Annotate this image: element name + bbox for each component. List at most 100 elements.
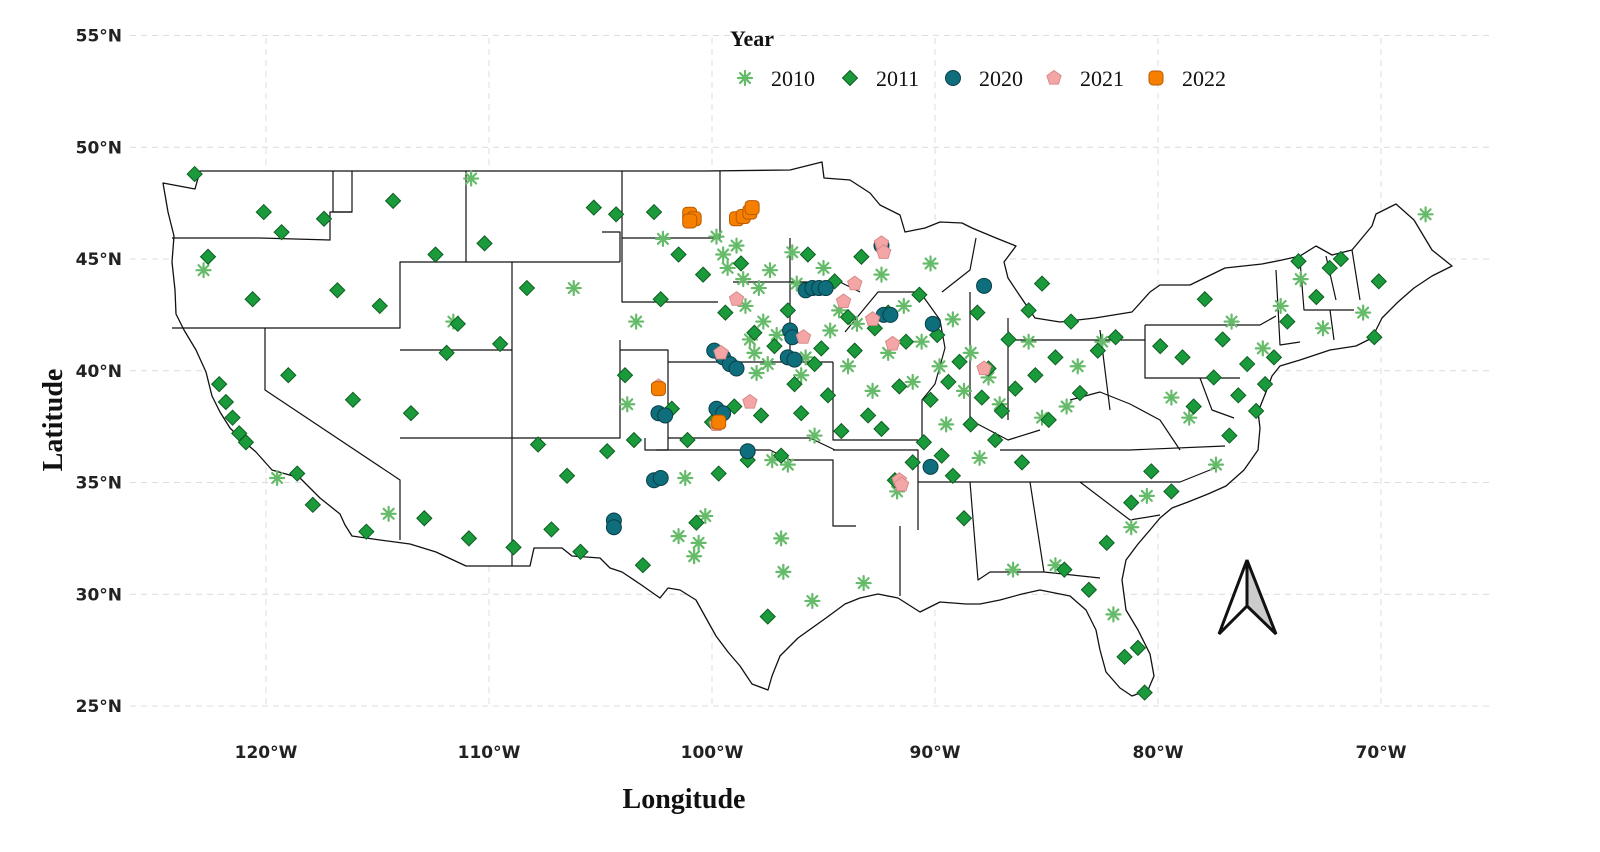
data-point-2011 [679,431,696,449]
data-point-2021 [742,393,758,409]
data-point-2011 [732,255,750,272]
state-line [1145,315,1277,326]
legend: Year 2010 2011 2020 2021 2022 [730,26,1226,91]
data-point-2010 [1223,313,1240,330]
data-point-2011 [1013,454,1031,471]
data-point-2011 [1020,302,1037,319]
data-point-2011 [1185,398,1202,415]
data-point-2011 [625,431,643,449]
us-basemap [162,161,1453,697]
data-point-2011 [237,434,255,451]
data-point-2011 [616,367,634,384]
data-point-2010 [759,355,776,373]
data-point-2010 [1069,358,1086,375]
data-point-2011 [1080,581,1098,598]
data-point-2011 [1129,639,1147,657]
data-point-2011 [746,324,763,341]
data-point-2011 [402,405,420,422]
data-point-2011 [955,510,973,527]
data-point-2011 [1163,483,1180,500]
data-point-2022 [744,200,760,216]
data-point-2011 [315,210,333,227]
data-point-2010 [654,230,672,247]
data-point-2011 [973,389,991,406]
data-point-2010 [904,373,921,391]
data-point-2011 [1007,380,1024,397]
data-point-2020 [882,306,899,323]
x-tick-label: 110°W [458,743,521,763]
data-point-2011 [344,391,362,409]
data-point-2011 [1205,369,1222,386]
state-line [1000,445,1226,451]
data-point-2011 [371,297,388,315]
data-point-2011 [922,391,939,409]
data-point-2011 [752,407,770,424]
data-point-2010 [1207,456,1225,473]
data-point-2010 [804,592,821,610]
data-point-2011 [873,420,890,438]
data-point-2010 [779,456,796,473]
data-point-2010 [628,313,645,330]
data-point-2010 [931,358,948,375]
x-tick-label: 80°W [1133,743,1184,763]
data-point-2010 [895,297,912,315]
data-point-2011 [839,308,857,326]
data-point-2011 [759,608,776,625]
data-point-2010 [269,469,286,487]
data-point-2010 [670,528,687,545]
x-tick-label: 120°W [235,743,298,763]
x-tick-label: 90°W [910,743,961,763]
data-point-2010 [864,382,881,399]
data-point-2011 [904,454,921,471]
data-point-2011 [1000,331,1017,348]
data-point-2021 [884,335,901,351]
y-tick-label: 25°N [76,697,122,717]
data-point-2011 [1279,313,1296,330]
data-point-2011 [543,521,560,538]
data-point-2011 [694,266,712,283]
data-point-2010 [195,262,212,279]
data-point-2010 [806,427,823,444]
x-tick-label: 100°W [681,743,744,763]
data-point-2011 [329,282,346,299]
data-point-2011 [1116,648,1133,666]
data-point-2011 [1366,329,1383,346]
data-point-2010 [380,505,397,522]
data-point-2010 [775,563,792,581]
data-point-2010 [784,244,801,261]
legend-item-2011: 2011 [841,66,919,91]
legend-marker-2011 [841,69,859,87]
legend-marker-2022 [1148,70,1164,86]
y-tick-label: 50°N [76,138,122,158]
legend-label: 2011 [876,66,919,91]
data-point-2011 [244,291,261,308]
x-tick-label: 70°W [1356,743,1407,763]
data-point-2011 [1238,355,1256,373]
data-point-2011 [289,465,306,482]
data-point-2021 [795,329,812,344]
data-point-2011 [1027,367,1044,384]
data-point-2010 [463,170,480,187]
legend-item-2010: 2010 [736,66,815,91]
data-point-2011 [460,530,478,547]
y-tick-label: 45°N [76,250,122,270]
data-point-2010 [955,382,973,399]
data-point-2011 [987,431,1004,449]
data-point-2011 [1230,387,1247,404]
data-point-2011 [652,291,669,308]
data-point-2011 [951,353,968,371]
y-tick-label: 30°N [76,585,122,605]
data-point-2010 [1292,271,1309,288]
data-point-2020 [817,280,834,297]
y-tick-label: 40°N [76,362,122,382]
legend-item-2021: 2021 [1046,66,1124,91]
y-tick-label: 55°N [76,27,122,47]
data-point-2010 [565,279,582,297]
state-line [1069,391,1181,451]
state-line [621,238,718,303]
series-2022 [650,200,760,430]
data-point-2010 [746,344,763,361]
data-point-2011 [969,304,986,321]
data-point-2011 [670,246,687,263]
